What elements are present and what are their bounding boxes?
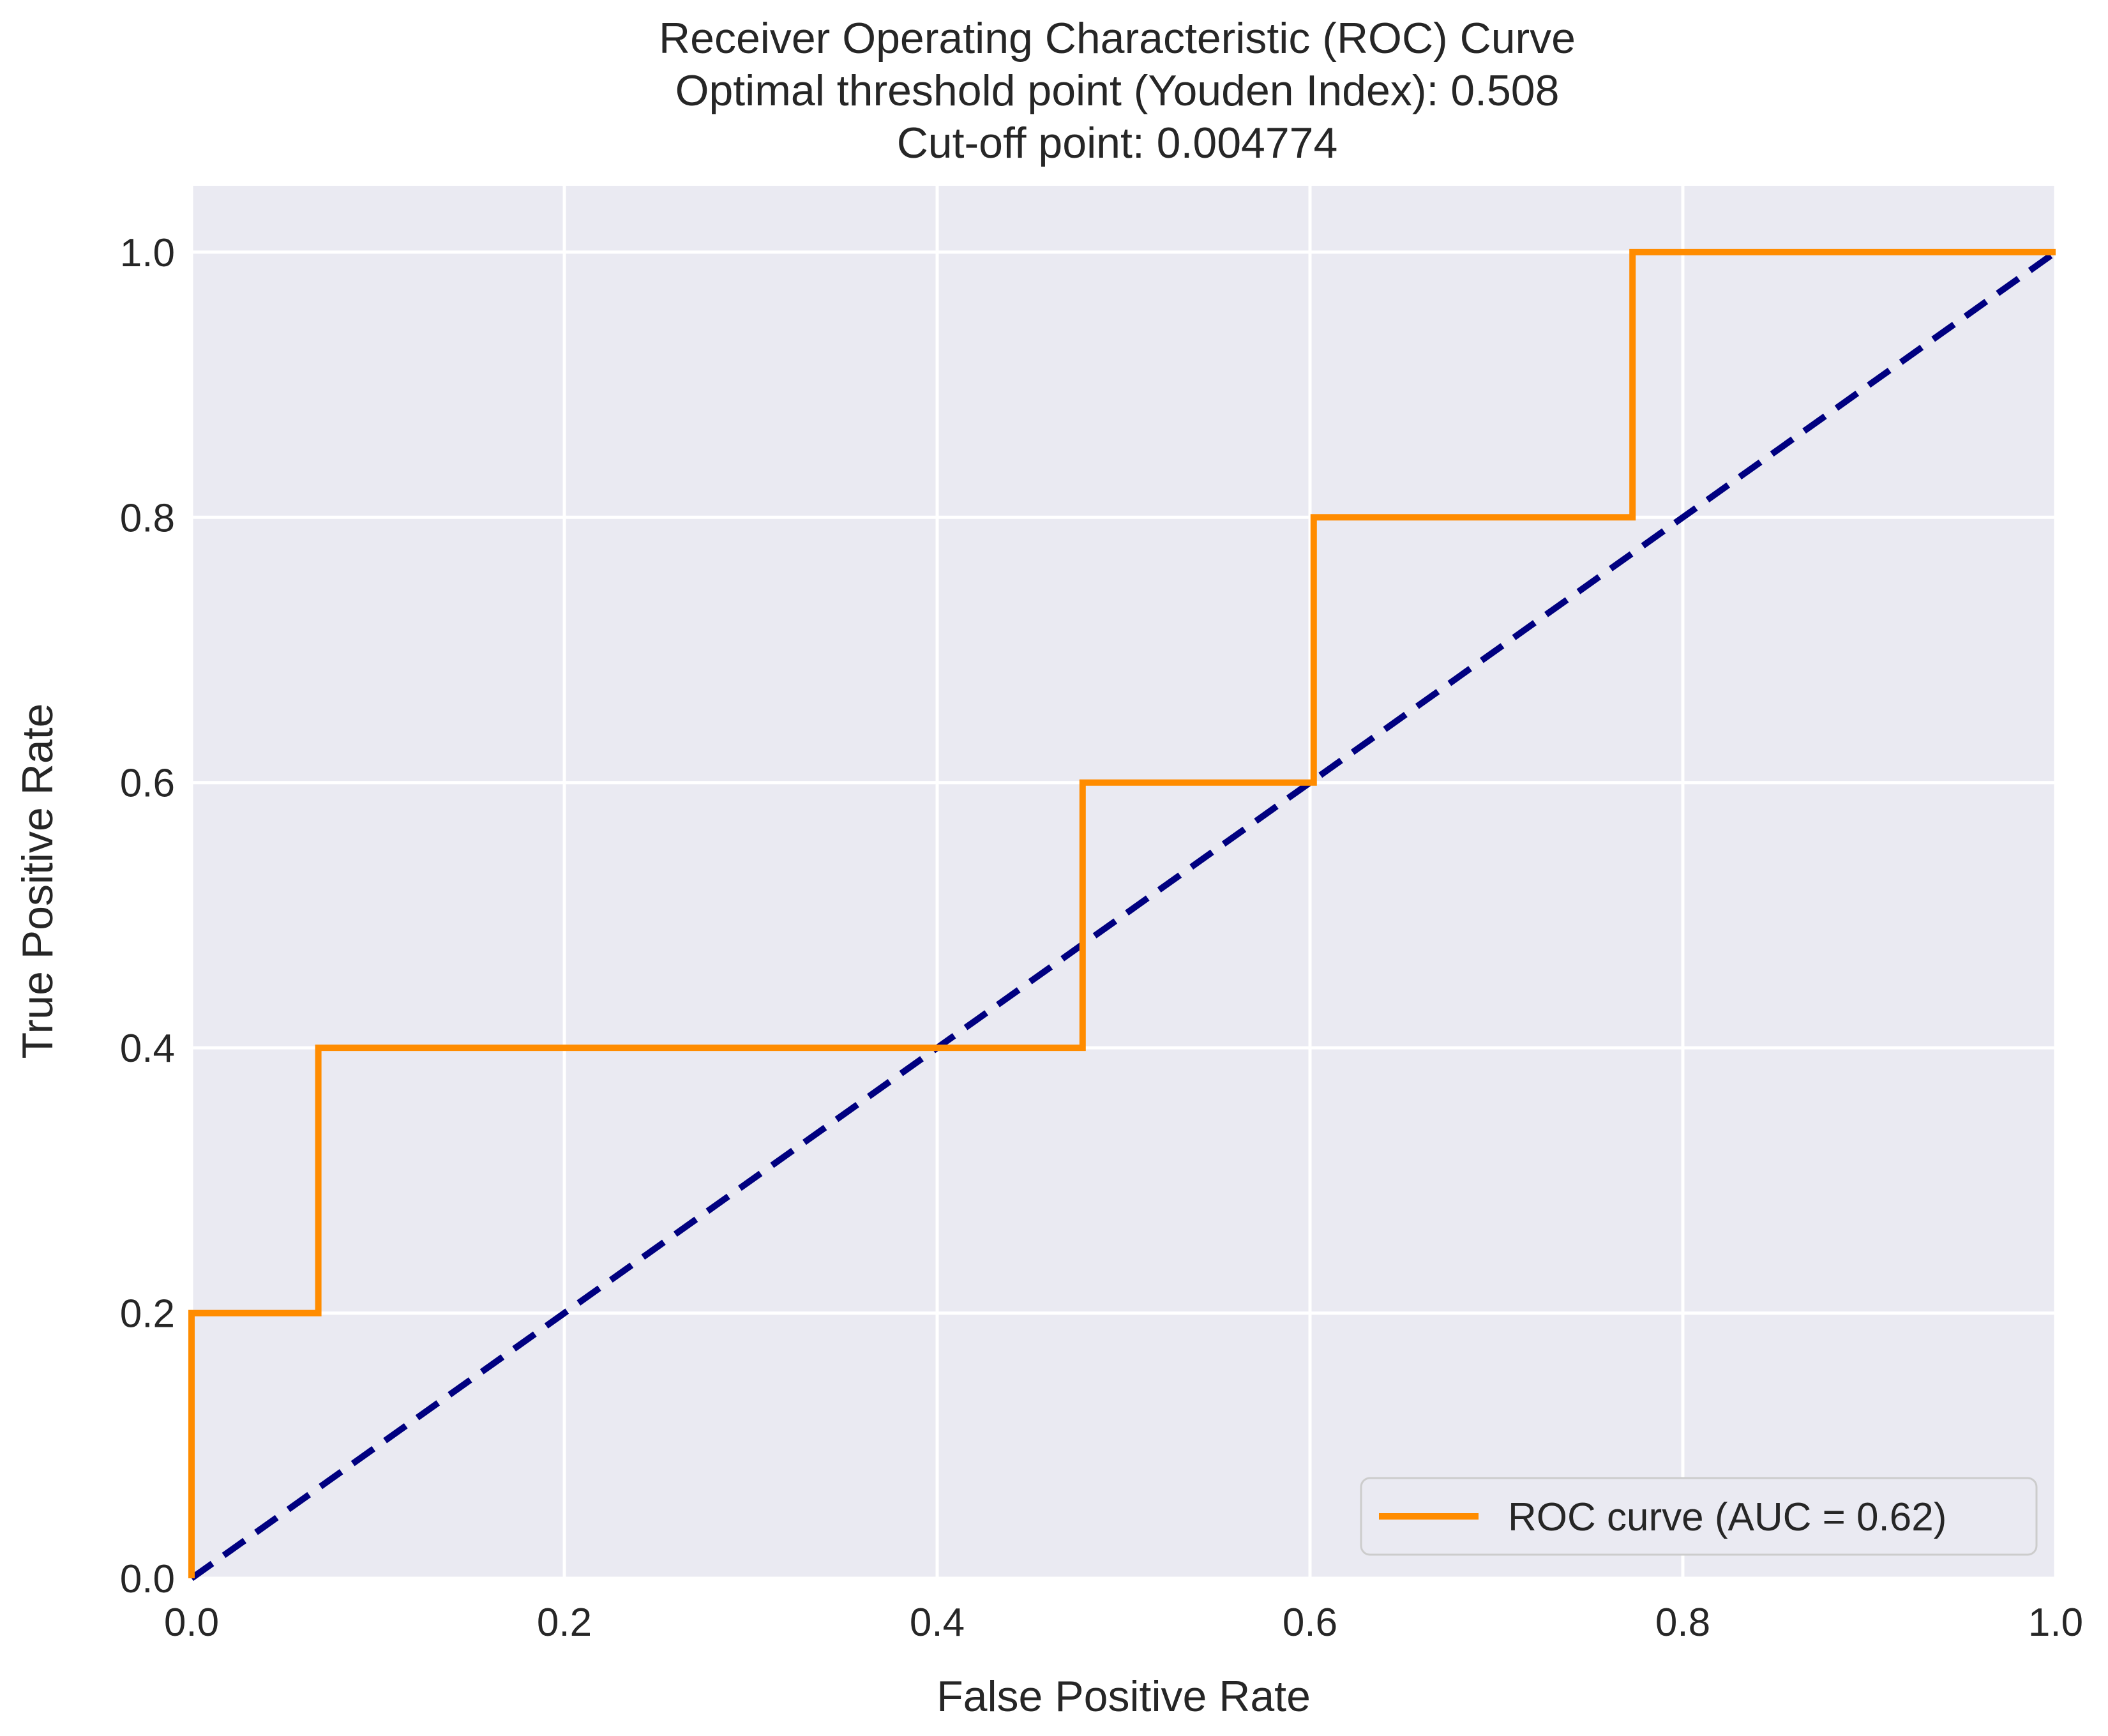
y-tick-label-0: 0.0 <box>120 1557 175 1601</box>
y-tick-label-2: 0.4 <box>120 1027 175 1071</box>
x-tick-label-5: 1.0 <box>2028 1601 2083 1645</box>
y-tick-label-5: 1.0 <box>120 231 175 275</box>
y-axis-ticks: 0.0 0.2 0.4 0.6 0.8 1.0 <box>120 231 175 1601</box>
y-tick-label-1: 0.2 <box>120 1292 175 1336</box>
legend-label-roc: ROC curve (AUC = 0.62) <box>1508 1495 1946 1539</box>
x-tick-label-0: 0.0 <box>164 1601 219 1645</box>
chart-title-line-2: Optimal threshold point (Youden Index): … <box>675 66 1560 115</box>
x-tick-label-4: 0.8 <box>1655 1601 1710 1645</box>
legend-box <box>1360 1477 2038 1556</box>
y-tick-label-4: 0.8 <box>120 496 175 540</box>
series-layer <box>188 248 2058 1581</box>
chart-title-line-3: Cut-off point: 0.004774 <box>897 119 1338 167</box>
x-axis-label: False Positive Rate <box>937 1672 1311 1721</box>
chart-title: Receiver Operating Characteristic (ROC) … <box>659 14 1576 167</box>
y-tick-label-3: 0.6 <box>120 762 175 806</box>
x-tick-label-3: 0.6 <box>1283 1601 1337 1645</box>
y-axis-label: True Positive Rate <box>13 704 62 1059</box>
plot-area <box>192 186 2056 1578</box>
x-axis-ticks: 0.0 0.2 0.4 0.6 0.8 1.0 <box>164 1601 2083 1645</box>
legend: ROC curve (AUC = 0.62) <box>1360 1477 2038 1556</box>
chart-title-line-1: Receiver Operating Characteristic (ROC) … <box>659 14 1576 63</box>
grid-lines <box>190 186 2058 1580</box>
x-tick-label-1: 0.2 <box>537 1601 592 1645</box>
chance-diagonal-line <box>190 249 2058 1581</box>
roc-curve-line <box>188 248 2056 1578</box>
x-tick-label-2: 0.4 <box>910 1601 965 1645</box>
